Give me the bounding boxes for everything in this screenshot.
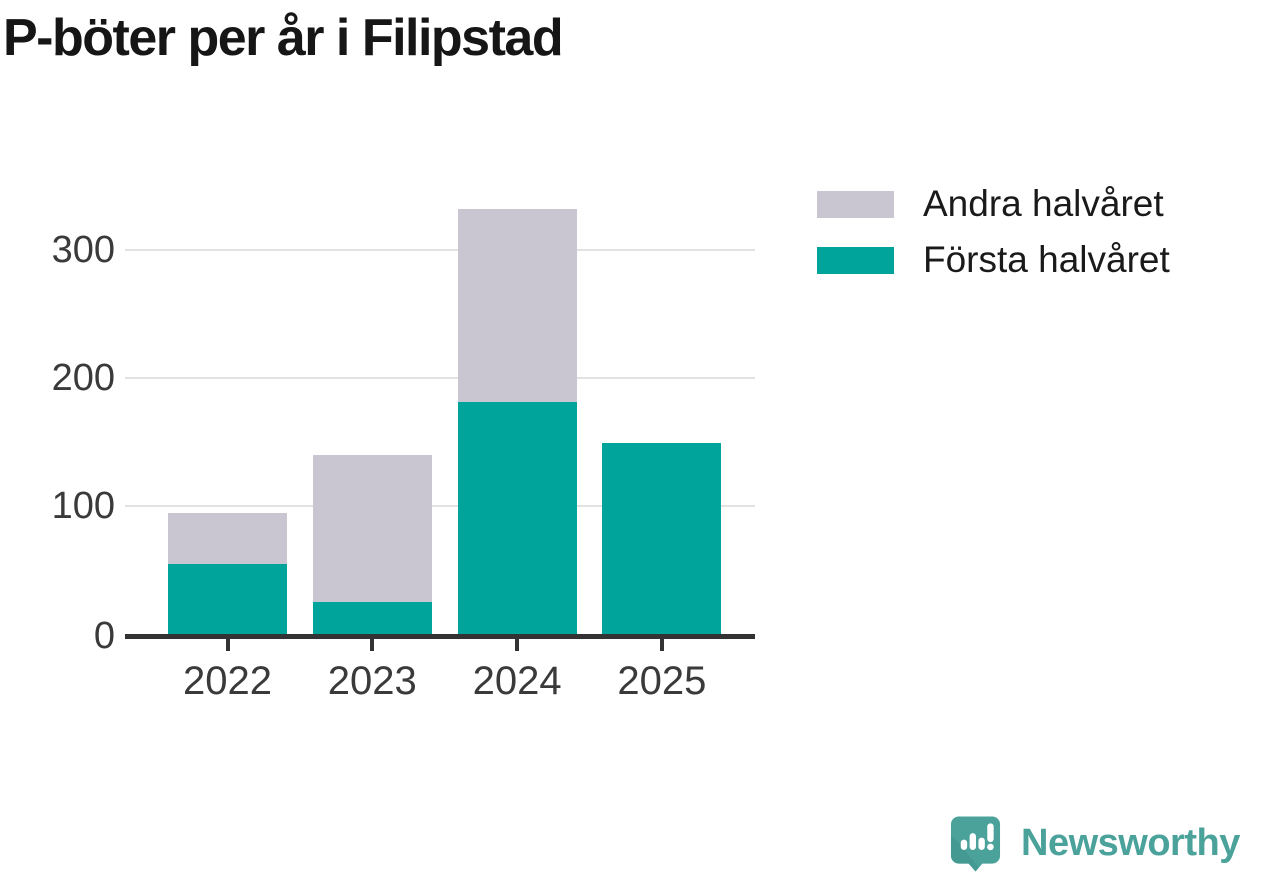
y-tick-label-300: 300: [51, 229, 115, 271]
newsworthy-brand: Newsworthy: [949, 814, 1240, 872]
y-tick-label-0: 0: [93, 615, 115, 657]
legend-swatch: [817, 246, 894, 274]
x-tick-label-2022: 2022: [183, 659, 272, 703]
legend: Andra halvåret Första halvåret: [817, 182, 1170, 294]
y-tick-label-200: 200: [51, 357, 115, 399]
x-tick-2022: [225, 639, 230, 651]
brand-name: Newsworthy: [1021, 821, 1240, 864]
legend-label: Första halvåret: [923, 239, 1170, 280]
bar-2023-second-half: [312, 455, 432, 602]
gridline-300: [125, 249, 755, 251]
bar-2024-first-half: [457, 402, 577, 634]
x-tick-2023: [370, 639, 375, 651]
bar-2025-first-half: [602, 443, 722, 634]
bar-2024-second-half: [457, 209, 577, 402]
legend-label: Andra halvåret: [923, 183, 1164, 224]
y-tick-label-100: 100: [51, 485, 115, 527]
gridline-100: [125, 505, 755, 507]
newsworthy-logo-icon: [950, 816, 1001, 872]
legend-item-andra-halvaret: Andra halvåret: [817, 182, 1170, 226]
bar-2023-first-half: [312, 602, 432, 634]
legend-swatch: [817, 190, 894, 218]
legend-item-forsta-halvaret: Första halvåret: [817, 238, 1170, 282]
x-tick-2024: [515, 639, 520, 651]
x-tick-label-2024: 2024: [472, 659, 562, 703]
gridline-200: [125, 377, 755, 379]
bar-2022-second-half: [168, 513, 287, 564]
x-tick-label-2023: 2023: [327, 659, 417, 703]
x-tick-label-2025: 2025: [617, 659, 707, 703]
bar-2022-first-half: [168, 564, 287, 634]
x-axis-line: [125, 634, 755, 639]
x-tick-2025: [659, 639, 664, 651]
chart-title: P-böter per år i Filipstad: [3, 9, 564, 67]
